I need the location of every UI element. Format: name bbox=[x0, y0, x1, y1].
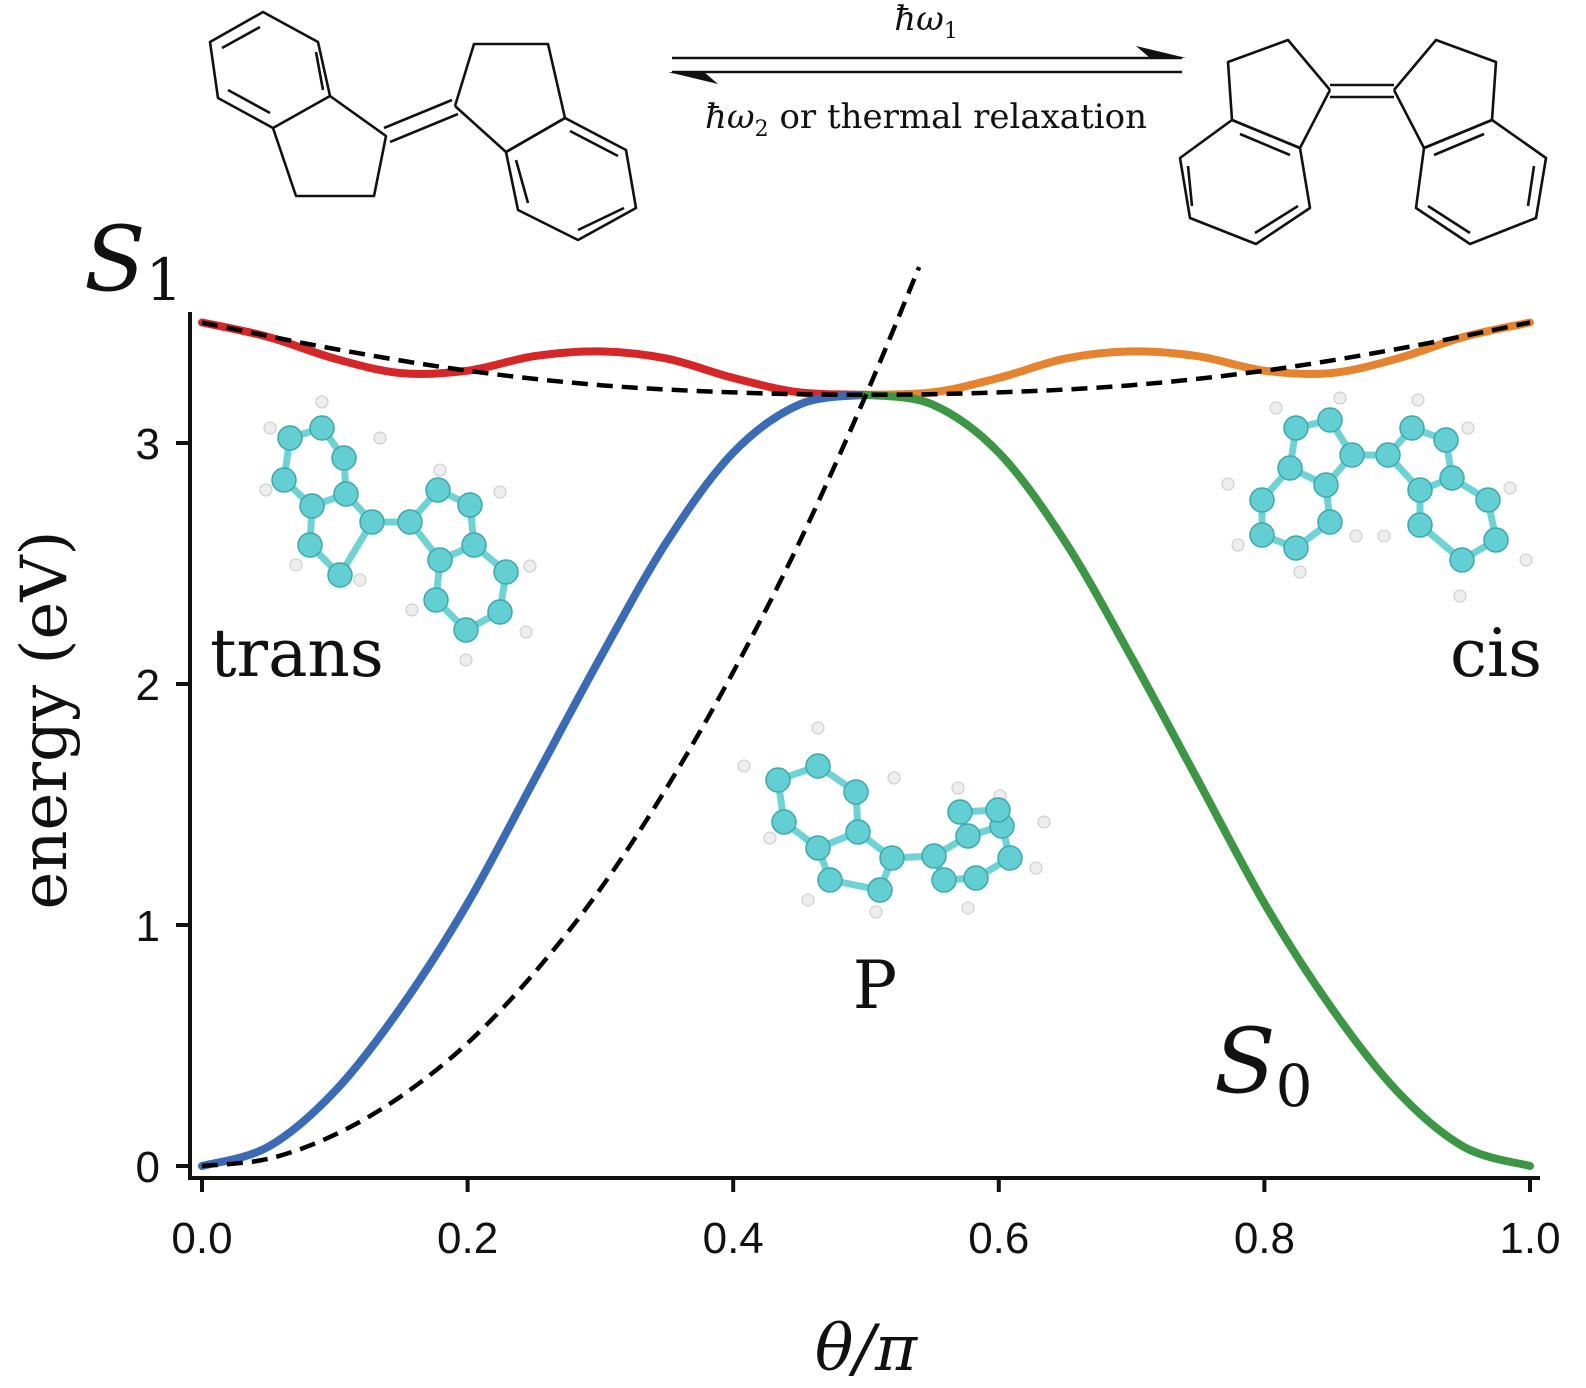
y-tick-label: 1 bbox=[136, 902, 160, 951]
cis-label: cis bbox=[1450, 615, 1542, 692]
p-molecule-image bbox=[737, 721, 1051, 919]
reaction-scheme bbox=[208, 10, 1548, 246]
y-axis-title: energy (eV) bbox=[8, 530, 82, 909]
trans-label: trans bbox=[210, 615, 384, 692]
series-line-0 bbox=[198, 318, 870, 399]
series-layer bbox=[198, 266, 1534, 1170]
x-tick-label: 0.0 bbox=[171, 1214, 232, 1263]
s1-label: S1 bbox=[84, 207, 183, 314]
s0-label: S0 bbox=[1214, 1009, 1313, 1120]
equilibrium-arrows bbox=[668, 46, 1186, 84]
y-tick-label: 3 bbox=[136, 420, 160, 469]
x-tick-label: 0.2 bbox=[437, 1214, 498, 1263]
forward-arrow-label: ħω1 bbox=[894, 0, 958, 44]
x-tick-label: 1.0 bbox=[1499, 1214, 1560, 1263]
series-line-3 bbox=[862, 390, 1534, 1170]
x-axis-title: θ/π bbox=[815, 1312, 918, 1386]
series-line-4 bbox=[201, 320, 1531, 398]
x-tick-label: 0.4 bbox=[703, 1214, 764, 1263]
cis-molecule-image bbox=[1221, 391, 1533, 603]
series-line-2 bbox=[198, 390, 870, 1170]
series-line-5 bbox=[201, 266, 922, 1169]
axes-layer: 0.0 0.2 0.4 0.6 0.8 1.0 0 1 2 3 bbox=[136, 312, 1561, 1263]
trans-structure-drawing bbox=[208, 10, 638, 242]
plot-area: 0.0 0.2 0.4 0.6 0.8 1.0 0 1 2 3 bbox=[136, 266, 1561, 1263]
x-tick-label: 0.8 bbox=[1234, 1214, 1295, 1263]
x-tick-label: 0.6 bbox=[968, 1214, 1029, 1263]
p-label: P bbox=[853, 947, 897, 1024]
series-line-1 bbox=[862, 318, 1534, 399]
y-tick-label: 2 bbox=[136, 661, 160, 710]
cis-structure-drawing bbox=[1178, 38, 1548, 246]
backward-arrow-label: ħω2 or thermal relaxation bbox=[705, 97, 1147, 142]
trans-molecule-image bbox=[259, 395, 537, 667]
y-tick-label: 0 bbox=[136, 1143, 160, 1192]
